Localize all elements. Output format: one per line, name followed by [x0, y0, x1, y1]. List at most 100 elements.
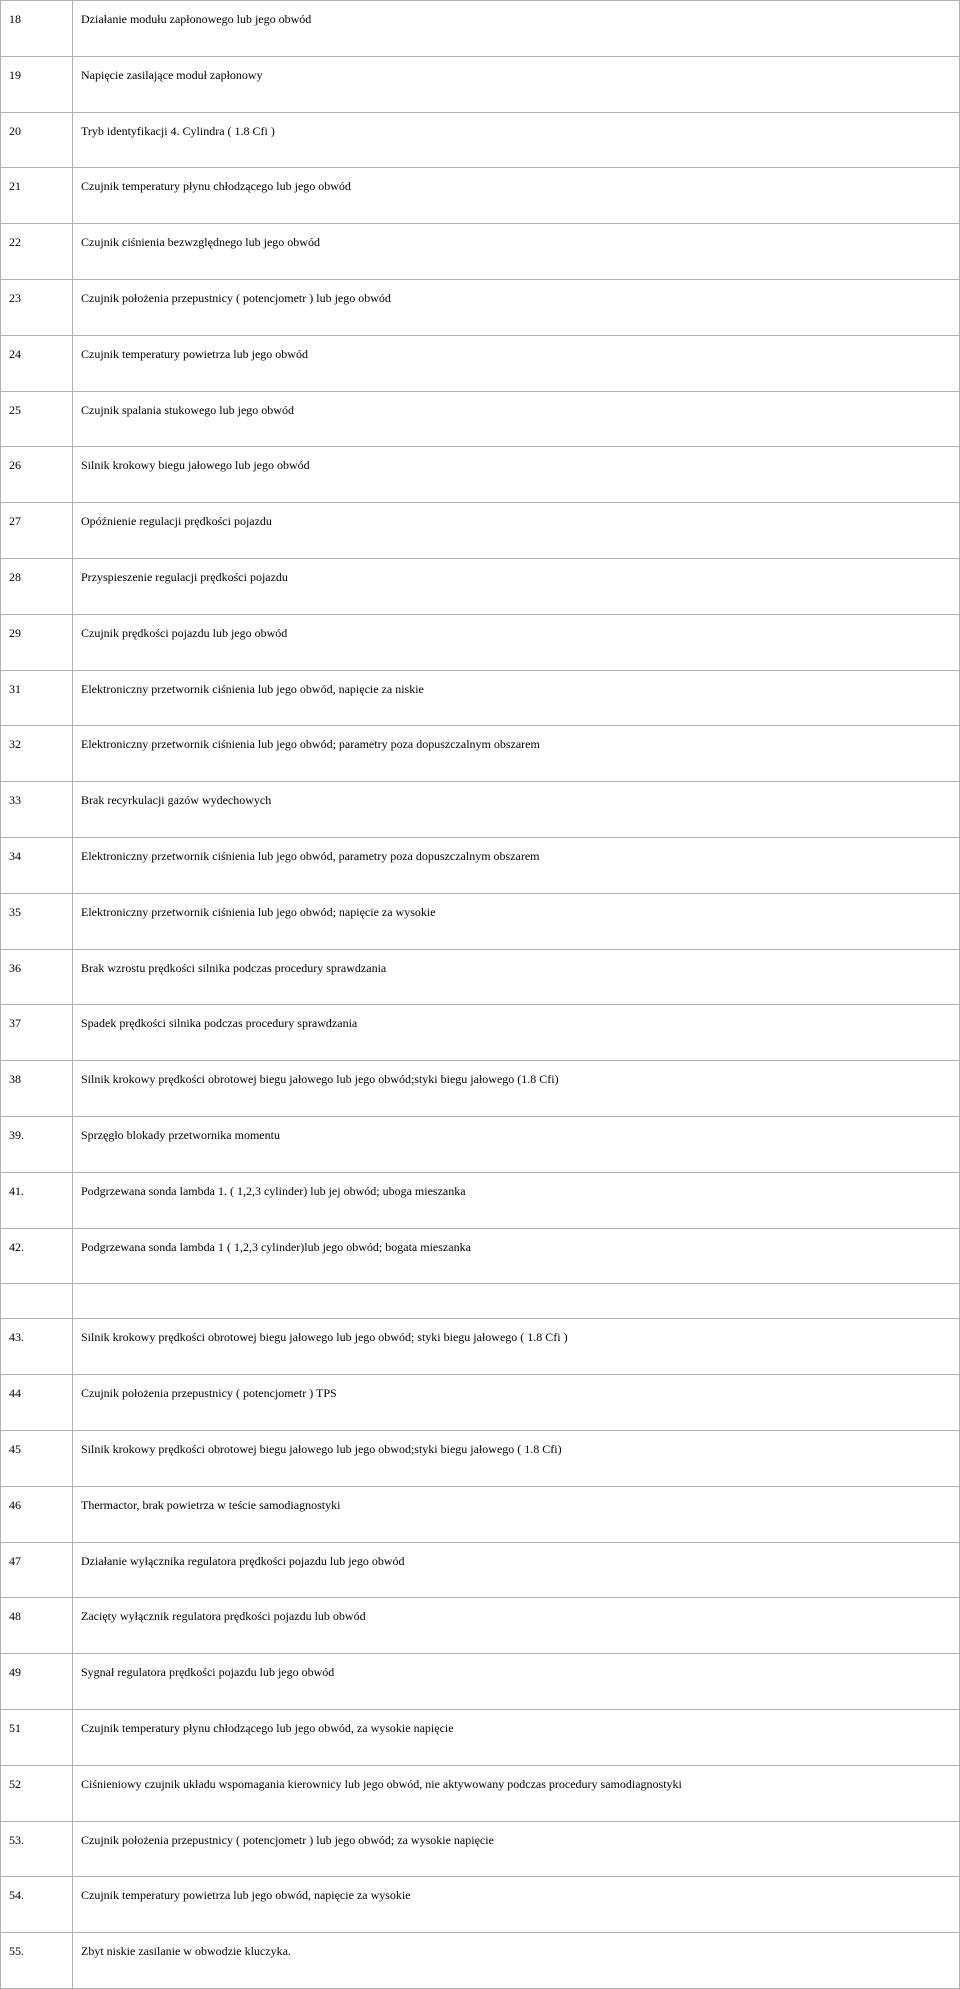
- table-row: 44Czujnik położenia przepustnicy ( poten…: [1, 1375, 960, 1431]
- description-cell: Silnik krokowy prędkości obrotowej biegu…: [73, 1061, 960, 1117]
- table-row: 49Sygnał regulatora prędkości pojazdu lu…: [1, 1654, 960, 1710]
- code-cell: 44: [1, 1375, 73, 1431]
- code-cell: 49: [1, 1654, 73, 1710]
- code-cell: 32: [1, 726, 73, 782]
- table-row: 22Czujnik ciśnienia bezwzględnego lub je…: [1, 224, 960, 280]
- description-cell: Sygnał regulatora prędkości pojazdu lub …: [73, 1654, 960, 1710]
- table-row: 23Czujnik położenia przepustnicy ( poten…: [1, 279, 960, 335]
- description-cell: Czujnik położenia przepustnicy ( potencj…: [73, 1375, 960, 1431]
- description-cell: Sprzęgło blokady przetwornika momentu: [73, 1116, 960, 1172]
- description-cell: Przyspieszenie regulacji prędkości pojaz…: [73, 558, 960, 614]
- description-cell: Zbyt niskie zasilanie w obwodzie kluczyk…: [73, 1933, 960, 1989]
- table-row: 54.Czujnik temperatury powietrza lub jeg…: [1, 1877, 960, 1933]
- table-row: 46Thermactor, brak powietrza w teście sa…: [1, 1486, 960, 1542]
- description-cell: Elektroniczny przetwornik ciśnienia lub …: [73, 893, 960, 949]
- description-cell: Czujnik położenia przepustnicy ( potencj…: [73, 279, 960, 335]
- table-row: 36Brak wzrostu prędkości silnika podczas…: [1, 949, 960, 1005]
- code-cell: 41.: [1, 1172, 73, 1228]
- table-row: 38Silnik krokowy prędkości obrotowej bie…: [1, 1061, 960, 1117]
- description-cell: Silnik krokowy prędkości obrotowej biegu…: [73, 1319, 960, 1375]
- table-row: 29Czujnik prędkości pojazdu lub jego obw…: [1, 614, 960, 670]
- description-cell: Podgrzewana sonda lambda 1. ( 1,2,3 cyli…: [73, 1172, 960, 1228]
- code-cell: 28: [1, 558, 73, 614]
- table-row: 53.Czujnik położenia przepustnicy ( pote…: [1, 1821, 960, 1877]
- code-cell: 45: [1, 1430, 73, 1486]
- table-row: 34Elektroniczny przetwornik ciśnienia lu…: [1, 837, 960, 893]
- code-cell: 23: [1, 279, 73, 335]
- code-cell: 29: [1, 614, 73, 670]
- description-cell: Czujnik temperatury płynu chłodzącego lu…: [73, 168, 960, 224]
- code-cell: 21: [1, 168, 73, 224]
- table-row: 18Działanie modułu zapłonowego lub jego …: [1, 1, 960, 57]
- table-row: 31Elektroniczny przetwornik ciśnienia lu…: [1, 670, 960, 726]
- code-cell: 54.: [1, 1877, 73, 1933]
- code-cell: 39.: [1, 1116, 73, 1172]
- code-cell: 33: [1, 782, 73, 838]
- table-row: 24Czujnik temperatury powietrza lub jego…: [1, 335, 960, 391]
- description-cell: Napięcie zasilające moduł zapłonowy: [73, 56, 960, 112]
- code-cell: 38: [1, 1061, 73, 1117]
- code-cell: 48: [1, 1598, 73, 1654]
- description-cell: Czujnik temperatury powietrza lub jego o…: [73, 335, 960, 391]
- table-row: 39.Sprzęgło blokady przetwornika momentu: [1, 1116, 960, 1172]
- table-row: 35Elektroniczny przetwornik ciśnienia lu…: [1, 893, 960, 949]
- code-cell: 36: [1, 949, 73, 1005]
- description-cell: Thermactor, brak powietrza w teście samo…: [73, 1486, 960, 1542]
- table-row: 41.Podgrzewana sonda lambda 1. ( 1,2,3 c…: [1, 1172, 960, 1228]
- description-cell: Ciśnieniowy czujnik układu wspomagania k…: [73, 1765, 960, 1821]
- code-cell: 18: [1, 1, 73, 57]
- table-row: 26Silnik krokowy biegu jałowego lub jego…: [1, 447, 960, 503]
- description-cell: Czujnik ciśnienia bezwzględnego lub jego…: [73, 224, 960, 280]
- table-row: 51Czujnik temperatury płynu chłodzącego …: [1, 1709, 960, 1765]
- description-cell: Czujnik prędkości pojazdu lub jego obwód: [73, 614, 960, 670]
- description-cell: Silnik krokowy biegu jałowego lub jego o…: [73, 447, 960, 503]
- table-row: 48Zacięty wyłącznik regulatora prędkości…: [1, 1598, 960, 1654]
- description-cell: Spadek prędkości silnika podczas procedu…: [73, 1005, 960, 1061]
- table-row: 43.Silnik krokowy prędkości obrotowej bi…: [1, 1319, 960, 1375]
- description-cell: Zacięty wyłącznik regulatora prędkości p…: [73, 1598, 960, 1654]
- description-cell: Brak wzrostu prędkości silnika podczas p…: [73, 949, 960, 1005]
- table-row: 33Brak recyrkulacji gazów wydechowych: [1, 782, 960, 838]
- code-cell: 52: [1, 1765, 73, 1821]
- code-cell: 37: [1, 1005, 73, 1061]
- code-cell: 53.: [1, 1821, 73, 1877]
- description-cell: Elektroniczny przetwornik ciśnienia lub …: [73, 670, 960, 726]
- description-cell: Czujnik spalania stukowego lub jego obwó…: [73, 391, 960, 447]
- code-cell: 43.: [1, 1319, 73, 1375]
- table-row: 52Ciśnieniowy czujnik układu wspomagania…: [1, 1765, 960, 1821]
- gap-cell: [73, 1284, 960, 1319]
- table-row: 19Napięcie zasilające moduł zapłonowy: [1, 56, 960, 112]
- description-cell: Działanie modułu zapłonowego lub jego ob…: [73, 1, 960, 57]
- description-cell: Tryb identyfikacji 4. Cylindra ( 1.8 Cfi…: [73, 112, 960, 168]
- code-cell: 55.: [1, 1933, 73, 1989]
- table-row: 37Spadek prędkości silnika podczas proce…: [1, 1005, 960, 1061]
- description-cell: Czujnik temperatury powietrza lub jego o…: [73, 1877, 960, 1933]
- description-cell: Czujnik położenia przepustnicy ( potencj…: [73, 1821, 960, 1877]
- code-cell: 22: [1, 224, 73, 280]
- code-cell: 51: [1, 1709, 73, 1765]
- code-cell: 27: [1, 503, 73, 559]
- table-row: 55.Zbyt niskie zasilanie w obwodzie kluc…: [1, 1933, 960, 1989]
- code-cell: 42.: [1, 1228, 73, 1284]
- description-cell: Czujnik temperatury płynu chłodzącego lu…: [73, 1709, 960, 1765]
- table-row: 32Elektroniczny przetwornik ciśnienia lu…: [1, 726, 960, 782]
- code-cell: 25: [1, 391, 73, 447]
- table-gap-row: [1, 1284, 960, 1319]
- table-row: 28Przyspieszenie regulacji prędkości poj…: [1, 558, 960, 614]
- description-cell: Podgrzewana sonda lambda 1 ( 1,2,3 cylin…: [73, 1228, 960, 1284]
- code-cell: 26: [1, 447, 73, 503]
- description-cell: Elektroniczny przetwornik ciśnienia lub …: [73, 837, 960, 893]
- code-cell: 19: [1, 56, 73, 112]
- code-cell: 24: [1, 335, 73, 391]
- code-cell: 46: [1, 1486, 73, 1542]
- gap-cell: [1, 1284, 73, 1319]
- table-row: 42.Podgrzewana sonda lambda 1 ( 1,2,3 cy…: [1, 1228, 960, 1284]
- code-cell: 35: [1, 893, 73, 949]
- code-cell: 20: [1, 112, 73, 168]
- code-cell: 31: [1, 670, 73, 726]
- description-cell: Opóźnienie regulacji prędkości pojazdu: [73, 503, 960, 559]
- description-cell: Działanie wyłącznika regulatora prędkośc…: [73, 1542, 960, 1598]
- table-row: 45Silnik krokowy prędkości obrotowej bie…: [1, 1430, 960, 1486]
- table-row: 27Opóźnienie regulacji prędkości pojazdu: [1, 503, 960, 559]
- fault-codes-table: 18Działanie modułu zapłonowego lub jego …: [0, 0, 960, 1989]
